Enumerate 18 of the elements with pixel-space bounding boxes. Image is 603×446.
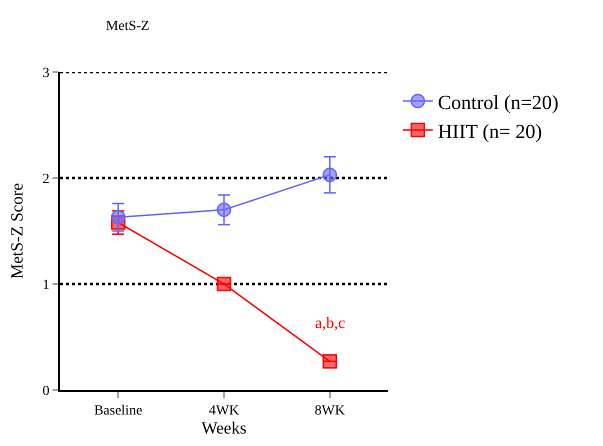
point — [322, 354, 338, 369]
point — [216, 276, 232, 292]
x-tick-label: 8WK — [314, 404, 345, 419]
annotation: a,b,c — [315, 315, 346, 332]
x-tick-label: Baseline — [94, 404, 142, 419]
legend-label: Control (n=20) — [438, 92, 559, 114]
y-tick-label: 3 — [42, 66, 50, 81]
point — [110, 210, 126, 224]
y-tick-label: 0 — [42, 384, 50, 399]
y-tick-label: 2 — [42, 172, 50, 187]
point — [216, 202, 232, 218]
y-tick-label: 1 — [42, 278, 50, 293]
point — [322, 168, 338, 182]
x-tick-label: 4WK — [208, 404, 240, 419]
legend-label: HIIT (n= 20) — [438, 120, 542, 143]
chart-title: MetS-Z — [106, 18, 150, 34]
x-axis-title: Weeks — [202, 418, 246, 438]
y-axis-title: MetS-Z Score — [8, 183, 26, 279]
